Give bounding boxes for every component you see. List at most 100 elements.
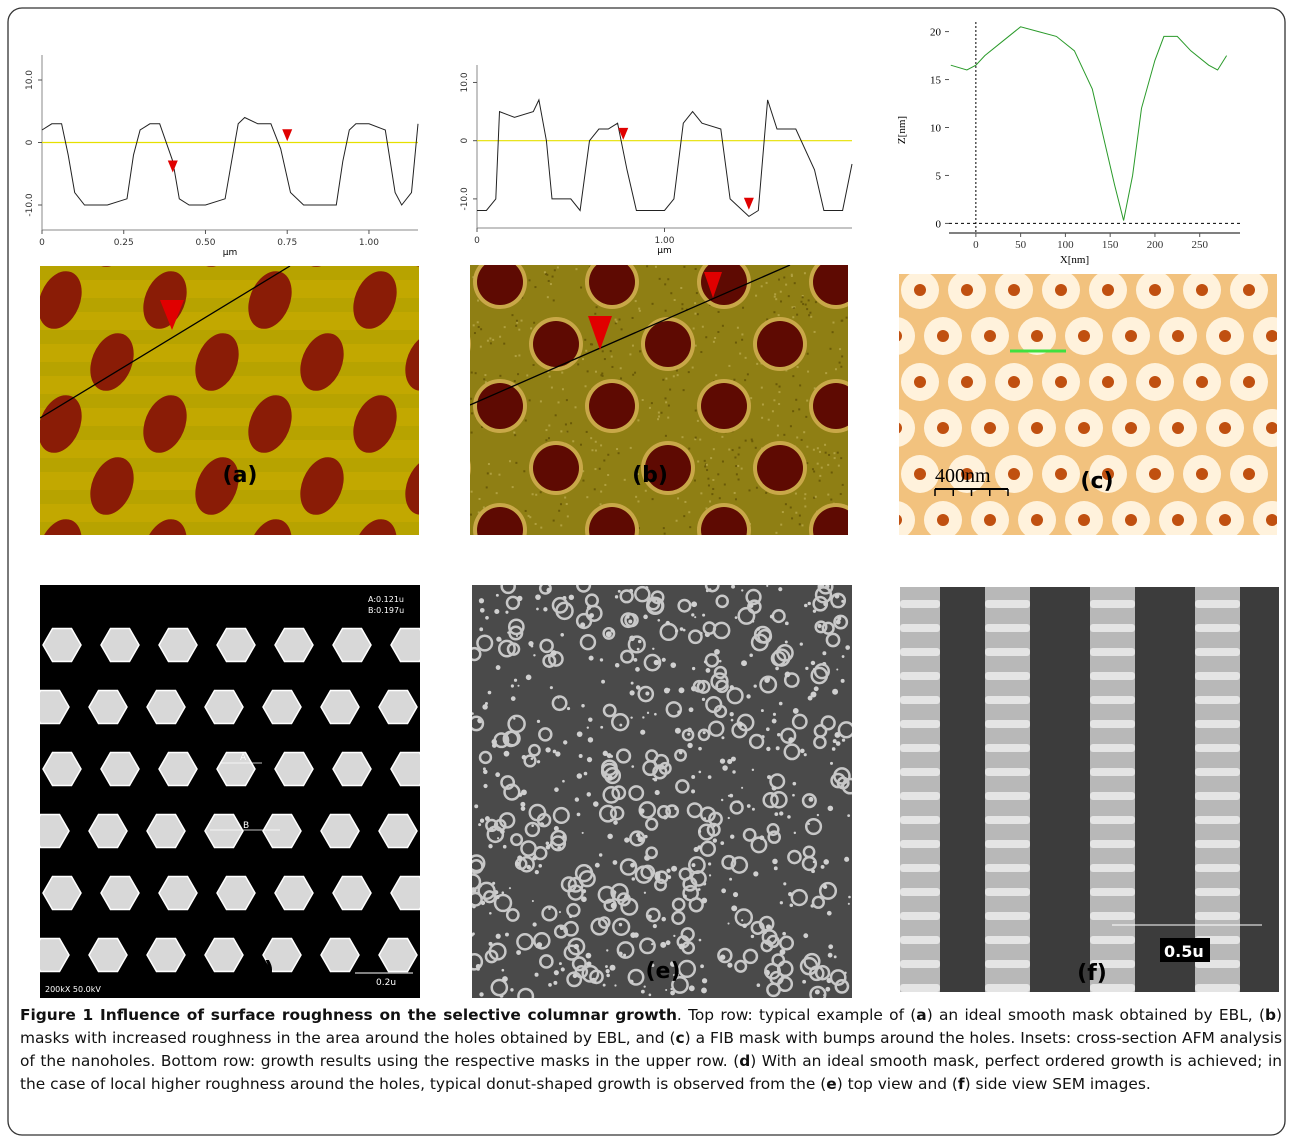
- hole: [397, 203, 457, 274]
- grain: [551, 387, 553, 389]
- panel-label: (c): [1080, 469, 1113, 494]
- column-ridge: [985, 768, 1030, 776]
- column: [1195, 587, 1240, 992]
- pit: [1149, 376, 1161, 388]
- particle: [509, 887, 511, 889]
- grain: [487, 472, 489, 474]
- particle: [638, 640, 642, 644]
- grain: [714, 337, 716, 339]
- grain: [797, 366, 799, 368]
- column-ridge: [1090, 888, 1135, 896]
- grain: [667, 278, 669, 280]
- particle: [521, 806, 526, 811]
- grain: [590, 437, 592, 439]
- column-ridge: [900, 816, 940, 824]
- grain: [838, 465, 840, 467]
- grain: [814, 331, 816, 333]
- grain: [470, 514, 472, 516]
- grain: [697, 313, 699, 315]
- grain: [545, 429, 547, 431]
- column-ridge: [900, 888, 940, 896]
- column-ridge: [1195, 600, 1240, 608]
- column-ridge: [1195, 840, 1240, 848]
- grain: [702, 326, 704, 328]
- particle: [537, 720, 540, 723]
- particle: [645, 692, 649, 696]
- column-ridge: [1195, 792, 1240, 800]
- ring: [877, 409, 915, 447]
- grain: [825, 372, 827, 374]
- grain: [806, 446, 808, 448]
- particle: [835, 594, 840, 599]
- y-tick-label: 20: [930, 27, 942, 39]
- grain: [639, 310, 641, 312]
- grain: [741, 468, 743, 470]
- particle: [515, 861, 520, 866]
- particle: [644, 835, 647, 838]
- grain: [819, 451, 821, 453]
- particle: [653, 924, 657, 928]
- grain: [514, 434, 516, 436]
- grain: [796, 436, 798, 438]
- particle: [619, 724, 622, 727]
- line: [951, 27, 1227, 221]
- column-ridge: [1090, 936, 1135, 944]
- particle: [551, 650, 557, 656]
- pit: [937, 422, 949, 434]
- particle: [674, 807, 677, 810]
- particle: [708, 775, 712, 779]
- grain: [728, 449, 730, 451]
- column-ridge: [985, 984, 1030, 992]
- particle: [536, 608, 539, 611]
- particle: [624, 895, 628, 899]
- particle: [749, 653, 753, 657]
- pit: [1172, 514, 1184, 526]
- column-ridge: [1195, 696, 1240, 704]
- y-tick-label: 0: [460, 138, 470, 144]
- grain: [840, 493, 842, 495]
- grain: [792, 316, 794, 318]
- grain: [471, 372, 473, 374]
- image-text: A:0.121u: [368, 595, 404, 604]
- particle: [733, 892, 738, 897]
- grain: [832, 322, 834, 324]
- particle: [842, 655, 845, 658]
- particle: [751, 935, 754, 938]
- panel-label: (f): [1077, 961, 1107, 986]
- particle: [624, 837, 629, 842]
- grain: [652, 498, 654, 500]
- column-ridge: [900, 648, 940, 656]
- particle: [488, 844, 492, 848]
- grain: [819, 480, 821, 482]
- grain: [735, 465, 737, 467]
- grain: [483, 378, 485, 380]
- pit: [1266, 330, 1278, 342]
- grain: [638, 308, 640, 310]
- pit: [1102, 376, 1114, 388]
- grain: [635, 496, 637, 498]
- grain: [734, 492, 736, 494]
- grain: [704, 460, 706, 462]
- hole: [589, 259, 635, 305]
- particle: [731, 757, 736, 762]
- particle: [787, 815, 791, 819]
- column-ridge: [900, 720, 940, 728]
- panel-label: (b): [632, 463, 668, 488]
- hole: [533, 445, 579, 491]
- grain: [697, 420, 699, 422]
- x-tick-label: 0: [474, 236, 480, 246]
- grain: [707, 478, 709, 480]
- pit: [1219, 514, 1231, 526]
- particle: [666, 940, 671, 945]
- grain: [821, 467, 823, 469]
- grain: [550, 283, 552, 285]
- hole: [477, 507, 523, 553]
- grain: [792, 306, 794, 308]
- image-text: 0.2u: [376, 978, 396, 988]
- grain: [791, 517, 793, 519]
- column-ridge: [985, 744, 1030, 752]
- particle: [774, 812, 778, 816]
- column: [900, 587, 940, 992]
- grain: [516, 320, 518, 322]
- particle: [661, 917, 666, 922]
